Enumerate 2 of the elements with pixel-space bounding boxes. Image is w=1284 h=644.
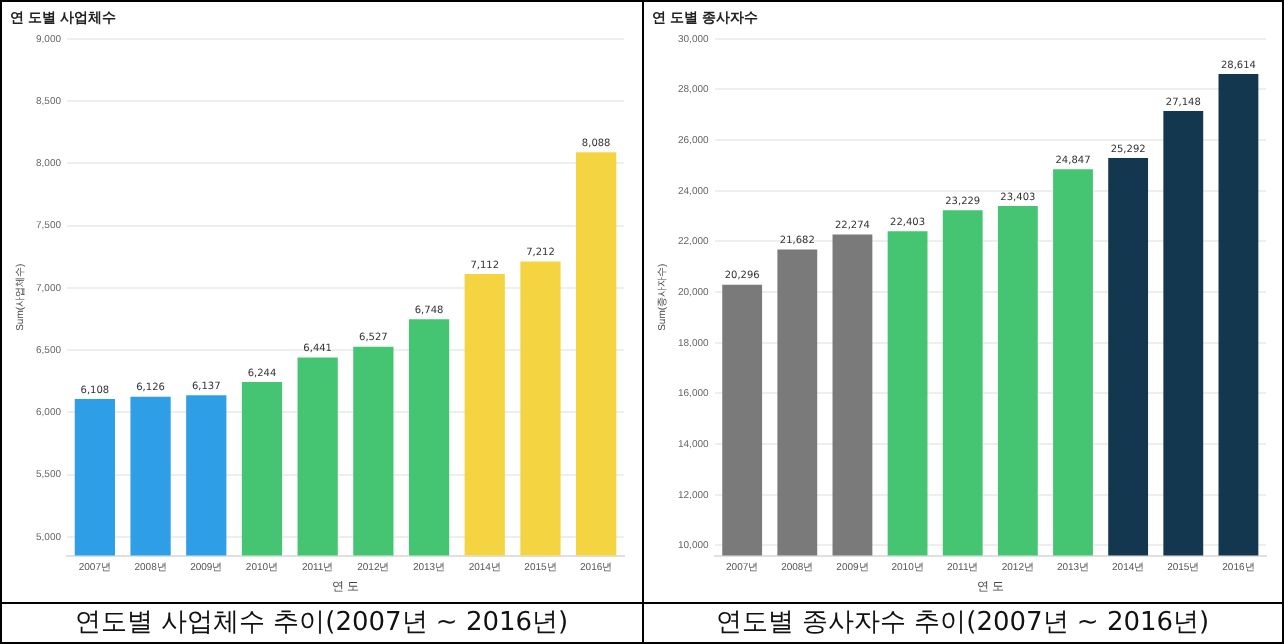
text: 연도별 종사자수 추이(2007년 ~ 2016년) <box>643 602 1282 642</box>
text: 연도별 사업체수 추이(2007년 ~ 2016년) <box>2 602 641 642</box>
